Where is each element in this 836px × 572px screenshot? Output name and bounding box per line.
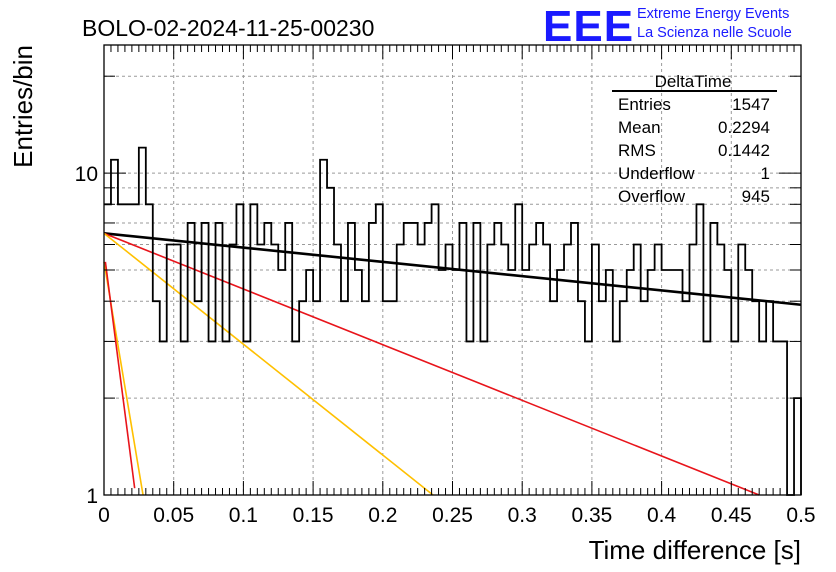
stats-label: Overflow [618, 187, 686, 206]
x-tick-label: 0.35 [571, 504, 612, 527]
stats-rows: Entries 1547 Mean 0.2294 RMS 0.1442 Underflow 1… [618, 95, 770, 206]
histogram-step-line [104, 146, 802, 496]
stats-value: 1547 [732, 95, 770, 114]
x-tick-label: 0.3 [508, 504, 537, 527]
fit-curve [103, 232, 760, 496]
x-tick-label: 0 [98, 504, 110, 527]
stats-value: 0.1442 [718, 141, 770, 160]
x-tick-label: 0.2 [368, 504, 397, 527]
eee-logo: EEE Extreme Energy Events La Scienza nel… [543, 2, 792, 51]
stats-label: RMS [618, 141, 656, 160]
stats-value: 1 [761, 164, 770, 183]
stats-value: 0.2294 [718, 118, 770, 137]
x-tick-label: 0.5 [786, 504, 815, 527]
x-tick-label: 0.1 [229, 504, 258, 527]
y-axis: 1 10 [75, 75, 801, 508]
y-axis-label: Entries/bin [8, 45, 38, 168]
x-tick-label: 0.45 [711, 504, 752, 527]
x-tick-label: 0.25 [432, 504, 473, 527]
stats-title: DeltaTime [655, 72, 732, 91]
logo-line-2: La Scienza nelle Scuole [637, 25, 792, 41]
logo-line-1: Extreme Energy Events [637, 6, 789, 22]
x-tick-label: 0.15 [293, 504, 334, 527]
histogram-series [104, 146, 802, 496]
fit-curve [104, 261, 136, 489]
stats-label: Underflow [618, 164, 695, 183]
x-axis-label: Time difference [s] [589, 535, 801, 565]
stats-label: Mean [618, 118, 661, 137]
eee-logo-text: EEE [543, 2, 634, 51]
stats-box: DeltaTime Entries 1547 Mean 0.2294 RMS 0.1442… [612, 72, 777, 206]
y-tick-label: 10 [75, 163, 98, 186]
stats-label: Entries [618, 95, 671, 114]
y-tick-label: 1 [86, 485, 98, 508]
x-axis: 0 0.05 0.1 0.15 0.2 0.25 0.3 0.35 0.4 0.45 0.5 [98, 45, 816, 527]
fit-curve [103, 232, 434, 496]
stats-value: 945 [742, 187, 770, 206]
x-tick-label: 0.4 [647, 504, 677, 527]
x-tick-label: 0.05 [153, 504, 194, 527]
chart-title: BOLO-02-2024-11-25-00230 [82, 15, 374, 41]
